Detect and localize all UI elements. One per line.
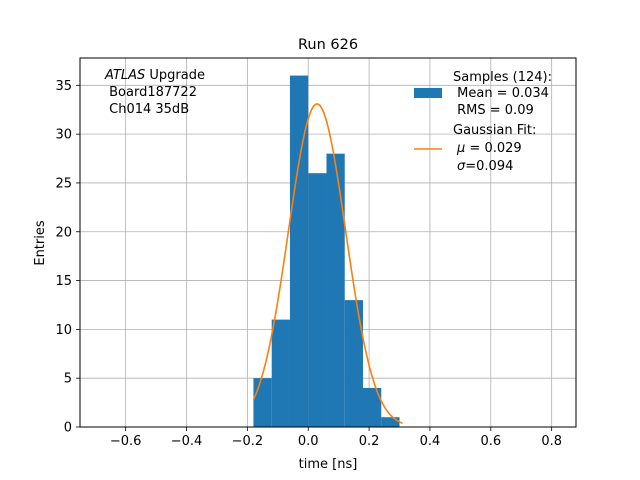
legend-fit-line-1: Gaussian Fit: (453, 123, 536, 138)
legend-histogram-line-3: RMS = 0.09 (453, 103, 534, 118)
histogram-bar (362, 387, 382, 427)
legend: Samples (124): Mean = 0.034 RMS = 0.09 G… (414, 70, 552, 174)
gaussian-fit-curve (252, 103, 403, 425)
x-tick-label: 0.8 (541, 434, 562, 449)
annotation-line-2: Board187722 (105, 85, 197, 100)
y-axis-label: Entries (33, 220, 48, 266)
histogram-bar (308, 173, 327, 427)
legend-fit-line-2: μ = 0.029 (456, 141, 522, 156)
plot-frame (79, 57, 577, 428)
histogram-bar (381, 417, 400, 427)
x-tick-label: 0.2 (359, 434, 380, 449)
histogram-bar (326, 153, 345, 427)
histogram-bar (344, 300, 363, 427)
y-tick-label: 10 (55, 323, 72, 338)
histogram-bar (289, 75, 309, 428)
legend-histogram-swatch (414, 88, 442, 98)
histogram-bars (253, 75, 400, 428)
annotation-line-1: ATLAS Upgrade (104, 68, 205, 83)
annotation-line-3: Ch014 35dB (105, 102, 189, 117)
x-tick-label: 0.4 (420, 434, 441, 449)
x-tick-label: −0.6 (110, 434, 142, 449)
x-tick-label: −0.2 (232, 434, 264, 449)
y-tick-label: 30 (55, 128, 72, 143)
legend-histogram-line-1: Samples (124): (453, 70, 552, 85)
x-axis-ticks: −0.6 −0.4 −0.2 0.0 0.2 0.4 0.6 0.8 (110, 427, 562, 449)
x-tick-label: 0.0 (298, 434, 319, 449)
x-tick-label: 0.6 (480, 434, 501, 449)
y-tick-label: 35 (55, 79, 72, 94)
y-tick-label: 0 (64, 421, 72, 436)
y-tick-label: 25 (55, 176, 72, 191)
y-tick-label: 15 (55, 274, 72, 289)
legend-histogram-line-2: Mean = 0.034 (453, 86, 549, 101)
legend-fit-line-3: σ=0.094 (457, 159, 513, 174)
y-tick-label: 20 (55, 225, 72, 240)
histogram-bar (271, 319, 290, 427)
chart-title: Run 626 (298, 37, 358, 53)
y-tick-label: 5 (64, 372, 72, 387)
x-axis-label: time [ns] (299, 457, 358, 472)
x-tick-label: −0.4 (171, 434, 203, 449)
histogram-bar (253, 378, 272, 427)
y-axis-ticks: 0 5 10 15 20 25 30 35 (55, 79, 80, 436)
